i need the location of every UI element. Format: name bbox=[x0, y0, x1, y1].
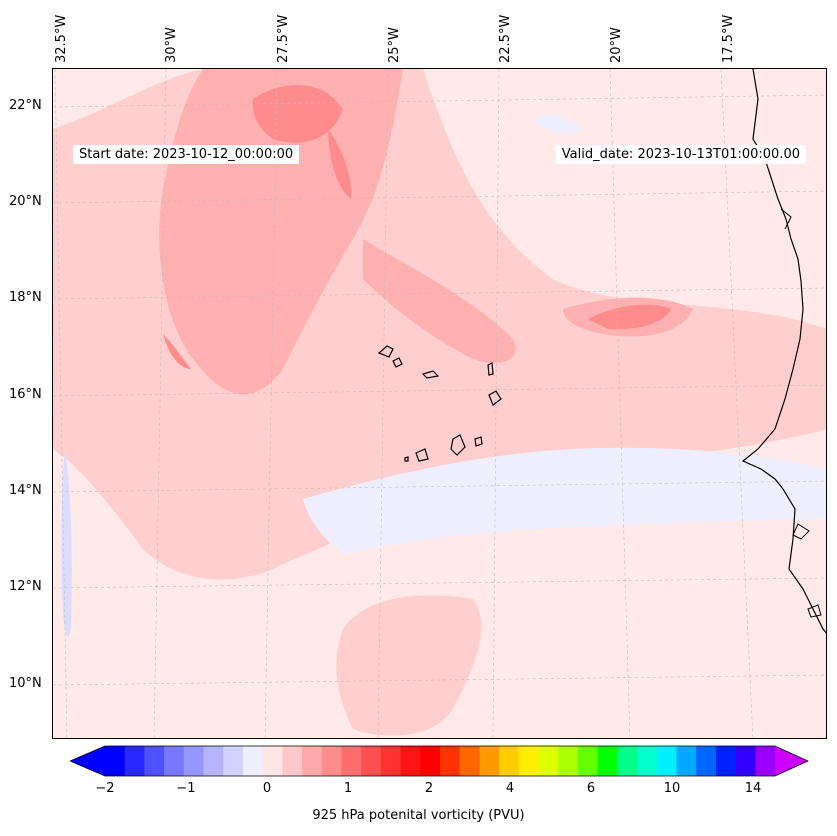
pv-contour bbox=[588, 304, 671, 330]
colorbar-segment bbox=[420, 746, 441, 776]
lat-label: 22°N bbox=[9, 98, 42, 113]
colorbar-segment bbox=[715, 746, 737, 776]
colorbar-tick: 0 bbox=[262, 781, 272, 796]
colorbar-segment bbox=[617, 746, 638, 776]
lon-label: 17.5°W bbox=[721, 14, 736, 63]
pv-contour bbox=[336, 595, 482, 736]
colorbar-segment bbox=[341, 746, 362, 776]
colorbar-segment bbox=[538, 746, 559, 776]
colorbar-segment bbox=[164, 746, 185, 776]
colorbar-segment bbox=[223, 746, 244, 776]
cape-verde-islands bbox=[377, 345, 502, 462]
colorbar-segment bbox=[124, 746, 145, 776]
graticule bbox=[53, 69, 826, 738]
colorbar-segment bbox=[558, 746, 579, 776]
colorbar-segment bbox=[656, 746, 677, 776]
lat-label: 16°N bbox=[9, 387, 42, 402]
lat-label: 12°N bbox=[9, 579, 42, 594]
lon-label: 25°W bbox=[387, 27, 402, 63]
colorbar-segment bbox=[676, 746, 697, 776]
lon-label: 32.5°W bbox=[54, 14, 69, 63]
colorbar-segment bbox=[144, 746, 165, 776]
colorbar-segment bbox=[321, 746, 342, 776]
lat-label: 10°N bbox=[9, 676, 42, 691]
lat-label: 18°N bbox=[9, 290, 42, 305]
pv-contour bbox=[533, 114, 583, 134]
colorbar-tick: 6 bbox=[586, 781, 596, 796]
colorbar-segment bbox=[242, 746, 264, 776]
pv-contour bbox=[328, 129, 352, 199]
colorbar-segment bbox=[577, 746, 599, 776]
pv-contour bbox=[163, 334, 191, 369]
lon-label: 30°W bbox=[164, 27, 179, 63]
coastline bbox=[780, 208, 792, 230]
colorbar-segment bbox=[479, 746, 500, 776]
colorbar-segment bbox=[105, 746, 126, 776]
colorbar-segment bbox=[262, 746, 283, 776]
colorbar-label: 925 hPa potenital vorticity (PVU) bbox=[312, 808, 525, 823]
colorbar-tick: 10 bbox=[663, 781, 681, 796]
colorbar-segment bbox=[361, 746, 382, 776]
colorbar-tick: 1 bbox=[343, 781, 353, 796]
coastline bbox=[741, 69, 826, 634]
colorbar-tick: 4 bbox=[505, 781, 515, 796]
colorbar-tick: −1 bbox=[176, 781, 196, 796]
pv-field bbox=[53, 69, 826, 738]
colorbar-outline bbox=[70, 745, 809, 777]
colorbar-segment bbox=[518, 746, 540, 776]
lon-label: 22.5°W bbox=[498, 14, 513, 63]
lat-label: 20°N bbox=[9, 194, 42, 209]
colorbar-tick: −2 bbox=[95, 781, 115, 796]
coastline bbox=[807, 604, 822, 618]
colorbar-segment bbox=[459, 746, 480, 776]
colorbar-segment bbox=[282, 746, 303, 776]
start-date-label: Start date: 2023-10-12_00:00:00 bbox=[73, 145, 300, 164]
colorbar-segment bbox=[302, 746, 323, 776]
pv-contour bbox=[61, 449, 72, 637]
colorbar-segment bbox=[440, 746, 461, 776]
map-panel[interactable]: Start date: 2023-10-12_00:00:00 Valid_da… bbox=[52, 68, 827, 739]
colorbar-segment bbox=[597, 746, 618, 776]
valid-date-label: Valid_date: 2023-10-13T01:00:00.00 bbox=[555, 145, 806, 164]
pv-contour bbox=[363, 239, 516, 363]
colorbar bbox=[70, 745, 809, 777]
colorbar-segment bbox=[203, 746, 224, 776]
colorbar-segment bbox=[183, 746, 205, 776]
colorbar-segment bbox=[380, 746, 402, 776]
colorbar-extend-low bbox=[70, 746, 105, 776]
pv-contour bbox=[303, 447, 826, 554]
colorbar-tick: 14 bbox=[744, 781, 762, 796]
coastline bbox=[792, 523, 810, 540]
lat-label: 14°N bbox=[9, 483, 42, 498]
lon-label: 27.5°W bbox=[276, 14, 291, 63]
colorbar-segment bbox=[637, 746, 658, 776]
colorbar-segment bbox=[755, 746, 776, 776]
colorbar-tick: 2 bbox=[424, 781, 434, 796]
colorbar-extend-high bbox=[775, 746, 808, 776]
pv-contour bbox=[252, 85, 343, 143]
colorbar-segment bbox=[696, 746, 717, 776]
lon-label: 20°W bbox=[609, 27, 624, 63]
colorbar-segment bbox=[735, 746, 756, 776]
colorbar-segment bbox=[499, 746, 520, 776]
colorbar-segment bbox=[400, 746, 421, 776]
